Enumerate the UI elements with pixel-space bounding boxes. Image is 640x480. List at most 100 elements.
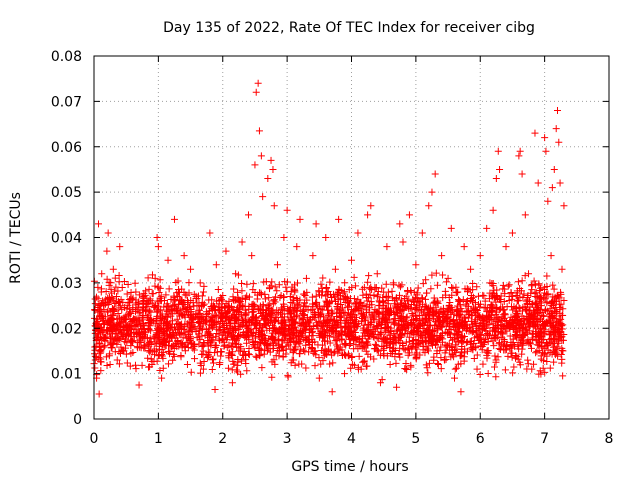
data-point <box>91 329 99 337</box>
data-point <box>542 147 550 155</box>
data-point <box>158 336 166 344</box>
data-point <box>241 306 249 314</box>
data-point <box>551 329 559 337</box>
data-point <box>258 306 266 314</box>
data-point <box>489 303 497 311</box>
data-point <box>558 322 566 330</box>
data-point <box>236 323 244 331</box>
data-point <box>322 284 330 292</box>
data-point <box>109 315 117 323</box>
data-point <box>249 286 257 294</box>
data-point <box>422 276 430 284</box>
data-point <box>269 333 277 341</box>
data-point <box>342 341 350 349</box>
data-point <box>366 304 374 312</box>
data-point <box>384 292 392 300</box>
data-point <box>440 356 448 364</box>
data-point <box>463 297 471 305</box>
data-point <box>96 358 104 366</box>
data-point <box>488 307 496 315</box>
data-point <box>310 349 318 357</box>
data-point <box>169 341 177 349</box>
data-point <box>502 346 510 354</box>
data-point <box>95 220 103 228</box>
data-point <box>401 302 409 310</box>
data-point <box>504 352 512 360</box>
data-point <box>362 290 370 298</box>
data-point <box>546 305 554 313</box>
data-point <box>315 354 323 362</box>
data-point <box>261 336 269 344</box>
data-point <box>461 313 469 321</box>
data-point <box>468 328 476 336</box>
data-point <box>236 308 244 316</box>
data-point <box>409 342 417 350</box>
data-point <box>480 292 488 300</box>
data-point <box>208 324 216 332</box>
data-point <box>230 310 238 318</box>
data-point <box>251 161 259 169</box>
data-point <box>419 338 427 346</box>
data-point <box>495 296 503 304</box>
data-point <box>185 289 193 297</box>
data-point <box>451 374 458 382</box>
data-point <box>418 334 426 342</box>
data-point <box>319 288 327 296</box>
data-point <box>228 379 236 387</box>
data-point <box>135 300 143 308</box>
data-point <box>205 352 213 360</box>
data-point <box>267 156 275 164</box>
data-point <box>326 299 334 307</box>
data-point <box>484 331 492 339</box>
data-point <box>326 360 334 368</box>
data-point <box>408 310 416 318</box>
data-point <box>224 364 232 372</box>
data-point <box>399 238 407 246</box>
data-point <box>479 320 487 328</box>
data-point <box>208 303 216 311</box>
data-point <box>510 363 518 371</box>
data-point <box>522 297 530 305</box>
data-point <box>146 322 154 330</box>
data-point <box>367 353 375 361</box>
data-point <box>402 365 410 373</box>
data-point <box>497 305 505 313</box>
data-point <box>257 152 265 160</box>
data-point <box>91 300 99 308</box>
x-axis-label: GPS time / hours <box>291 459 408 475</box>
data-point <box>348 311 356 319</box>
data-point <box>549 335 557 343</box>
grid-lines <box>94 56 609 419</box>
data-point <box>540 350 548 358</box>
data-point <box>240 347 248 355</box>
data-point <box>450 353 458 361</box>
data-point <box>109 305 117 313</box>
data-point <box>200 340 208 348</box>
data-point <box>177 323 185 331</box>
data-point <box>261 321 269 329</box>
x-tick-label: 1 <box>154 431 163 447</box>
data-point <box>260 332 268 340</box>
data-point <box>183 360 191 368</box>
data-point <box>325 320 333 328</box>
data-point <box>509 306 517 314</box>
data-point <box>354 295 362 303</box>
data-point <box>107 279 115 287</box>
data-point <box>286 309 294 317</box>
data-point <box>415 321 423 329</box>
data-point <box>414 336 422 344</box>
data-point <box>199 301 207 309</box>
data-point <box>121 338 129 346</box>
data-point <box>425 311 433 319</box>
data-point <box>227 342 235 350</box>
data-point <box>559 305 567 313</box>
data-point <box>268 306 276 314</box>
data-point <box>472 305 480 313</box>
data-point <box>230 307 238 315</box>
data-point <box>114 298 122 306</box>
data-point <box>521 272 529 280</box>
data-point <box>533 347 541 355</box>
data-point <box>447 310 455 318</box>
data-point <box>341 292 349 300</box>
data-point <box>147 316 155 324</box>
